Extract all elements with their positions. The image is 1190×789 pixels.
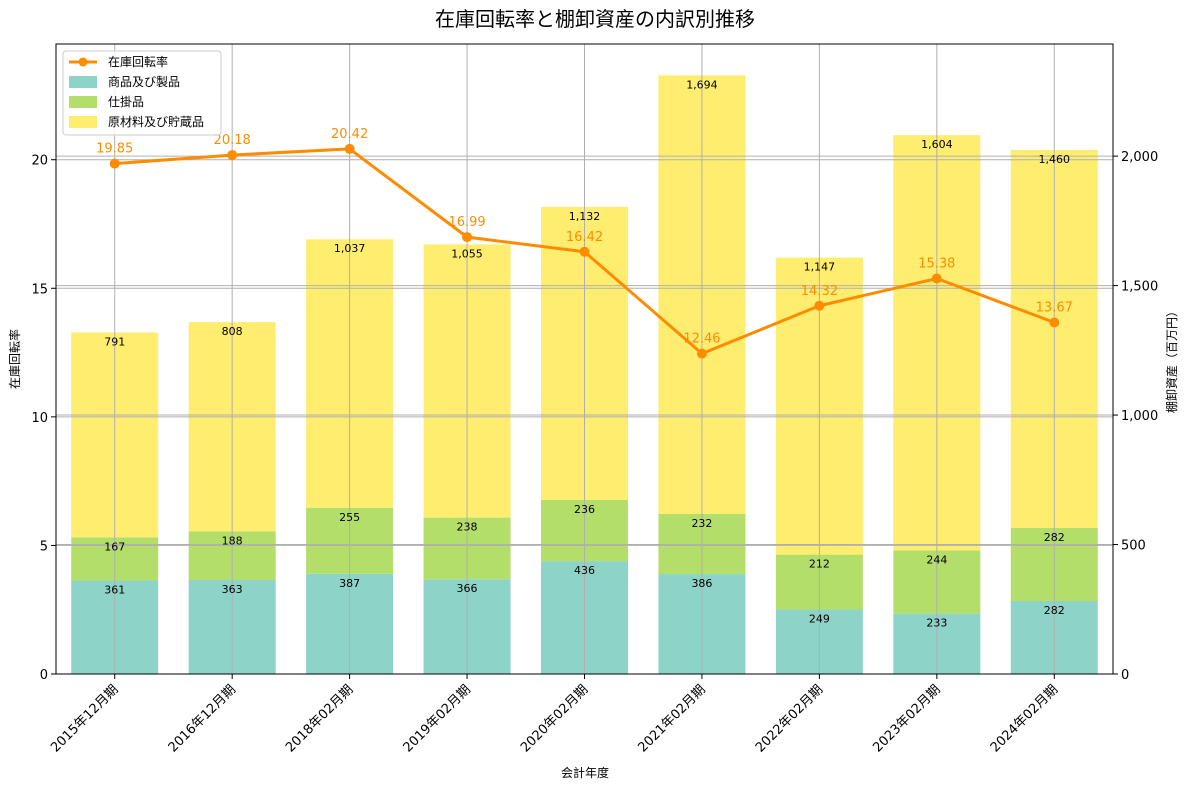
bar-value-label: 249 [809,613,830,626]
y-right-tick-label: 1,000 [1121,409,1158,424]
x-tick-label: 2021年02月期 [635,682,708,755]
bar-value-label: 1,037 [334,242,366,255]
bar-value-label: 232 [691,517,712,530]
bar-value-label: 366 [457,582,478,595]
bar-value-label: 233 [926,617,947,630]
bar-value-label: 1,132 [569,210,601,223]
turnover-rate-point [344,143,355,154]
bar-value-label: 244 [926,553,947,566]
turnover-rate-label: 20.42 [331,127,368,142]
bar-value-label: 387 [339,577,360,590]
turnover-rate-label: 19.85 [96,142,133,157]
bar-value-label: 167 [104,540,125,553]
bar-value-label: 363 [222,583,243,596]
turnover-rate-point [696,348,707,359]
x-axis-label: 会計年度 [561,765,609,780]
bar-value-label: 1,694 [686,78,718,91]
legend-marker-swatch [78,57,88,67]
turnover-rate-label: 13.67 [1036,300,1073,315]
x-tick-label: 2024年02月期 [988,682,1061,755]
x-tick-label: 2018年02月期 [283,682,356,755]
bar-value-label: 1,460 [1039,153,1071,166]
turnover-rate-point [931,273,942,284]
bar-value-label: 236 [574,503,595,516]
bar-value-label: 436 [574,564,595,577]
legend-color-swatch [69,116,97,128]
turnover-rate-label: 12.46 [683,332,720,347]
turnover-rate-point [1049,317,1060,328]
turnover-rate-label: 16.42 [566,230,603,245]
y-right-tick-label: 500 [1121,539,1146,554]
bar-value-label: 791 [104,335,125,348]
legend-color-swatch [69,96,97,108]
grid-layer [56,44,1113,675]
turnover-rate-point [109,158,120,169]
bar-value-label: 282 [1044,531,1065,544]
turnover-rate-point [227,150,238,161]
y-left-tick-label: 10 [31,411,48,426]
x-tick-label: 2023年02月期 [870,682,943,755]
chart-title: 在庫回転率と棚卸資産の内訳別推移 [435,7,755,31]
turnover-rate-label: 15.38 [918,257,955,272]
legend-box [62,50,222,136]
bar-value-label: 282 [1044,604,1065,617]
legend-entry-label: 原材料及び貯蔵品 [108,115,204,129]
bar-value-label: 1,055 [451,247,483,260]
x-tick-label: 2015年12月期 [48,682,121,755]
x-tick-label: 2022年02月期 [753,682,826,755]
legend-entry-label: 商品及び製品 [108,74,180,89]
y-left-tick-label: 0 [40,668,48,683]
bar-value-label: 255 [339,511,360,524]
turnover-rate-label: 14.32 [801,284,838,299]
x-tick-label: 2016年12月期 [166,682,239,755]
y-right-tick-label: 0 [1121,668,1129,683]
legend-entry-label: 在庫回転率 [108,54,168,69]
turnover-rate-label: 16.99 [448,215,485,230]
turnover-rate-point [579,246,590,257]
x-tick-label: 2019年02月期 [401,682,474,755]
y-right-tick-label: 1,500 [1121,280,1158,295]
bar-value-label: 1,147 [804,261,836,274]
turnover-rate-point [814,300,825,311]
y-right-tick-label: 2,000 [1121,150,1158,165]
y-left-tick-label: 15 [31,282,48,297]
y-left-tick-label: 20 [31,154,48,169]
bar-value-label: 188 [222,534,243,547]
bar-label-layer: 361 363 387 366 436 386 249 233 282 167 188 255 238 2… [104,78,1070,629]
bar-value-label: 386 [691,577,712,590]
line-layer: 19.85 20.18 20.42 16.99 16.42 12.46 14.32 15.38… [96,127,1073,359]
turnover-rate-label: 20.18 [214,133,251,148]
turnover-rate-point [462,232,473,243]
y-left-tick-label: 5 [40,539,48,554]
bar-value-label: 238 [457,521,478,534]
bar-value-label: 808 [222,325,243,338]
y-axis-left-label: 在庫回転率 [7,329,22,389]
bar-value-label: 1,604 [921,138,953,151]
legend-color-swatch [69,76,97,88]
legend-entry-label: 仕掛品 [108,94,144,109]
bar-value-label: 361 [104,584,125,597]
y-axis-right-label: 棚卸資産（百万円） [1164,305,1179,413]
bar-value-label: 212 [809,558,830,571]
x-tick-label: 2020年02月期 [518,682,591,755]
